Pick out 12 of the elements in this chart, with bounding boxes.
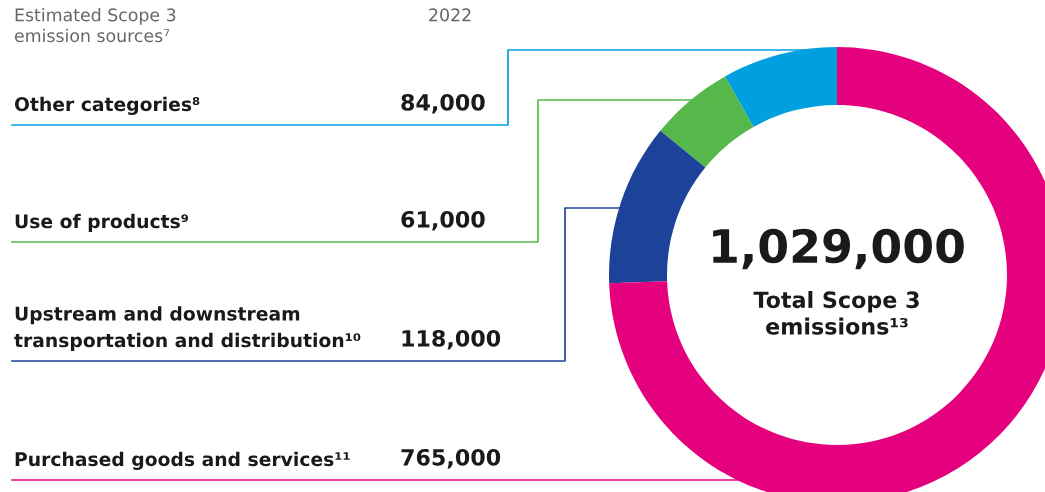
data-label: 84,000 xyxy=(401,93,485,114)
data-label: 61,000 xyxy=(401,210,485,231)
data-label: 118,000 xyxy=(402,329,501,350)
text: Total Scope 3 emissions¹³ xyxy=(753,290,919,335)
chart-title: Estimated Scope 3 emission sources⁷ xyxy=(14,8,176,43)
data-label: 765,000 xyxy=(401,448,501,469)
slice-label: Other categories⁸ xyxy=(14,96,200,115)
text: 1,029,000 xyxy=(713,228,964,270)
chart-subtitle: 2022 xyxy=(429,8,471,22)
slice-label: Use of products⁹ xyxy=(15,213,189,232)
slice-label: Upstream and downstream transportation and distribution¹⁰ xyxy=(14,306,361,351)
slice-label: Purchased goods and services¹¹ xyxy=(15,451,350,470)
